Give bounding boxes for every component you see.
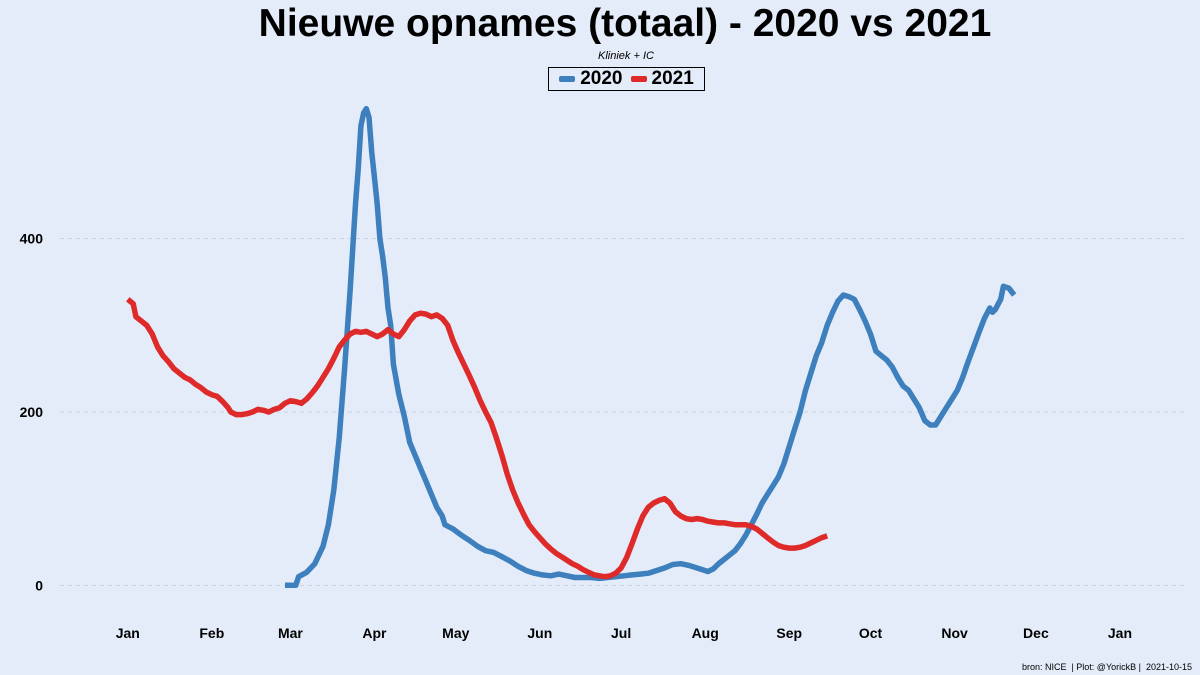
x-tick-label: Jun (527, 625, 552, 641)
x-tick-label: Oct (859, 625, 883, 641)
legend-label-2020: 2020 (580, 68, 623, 89)
y-tick-label: 400 (20, 231, 44, 247)
series-line-2020 (285, 105, 1017, 589)
chart-subtitle: Kliniek + IC (598, 50, 654, 62)
x-tick-label: Jul (611, 625, 631, 641)
y-axis: 0 200 400 (20, 231, 44, 594)
legend-item-2021: 2021 (630, 68, 694, 90)
y-tick-label: 200 (20, 404, 44, 420)
x-tick-label: Mar (278, 625, 303, 641)
series-layer (126, 105, 1017, 589)
x-tick-label: May (442, 625, 469, 641)
x-axis: Jan Feb Mar Apr May Jun Jul Aug Sep Oct Nov Dec Jan (116, 625, 1132, 641)
x-tick-label: Aug (692, 625, 719, 641)
x-tick-label: Jan (116, 625, 140, 641)
series-line-2021 (126, 297, 829, 580)
y-tick-label: 0 (35, 577, 43, 593)
legend-item-2020: 2020 (559, 68, 623, 90)
x-tick-label: Nov (941, 625, 968, 641)
x-tick-label: Jan (1108, 625, 1132, 641)
legend: 2020 2021 (548, 67, 705, 91)
x-tick-label: Dec (1023, 625, 1049, 641)
x-tick-label: Feb (199, 625, 224, 641)
source-caption: bron: NICE | Plot: @YorickB | 2021-10-15 (1021, 662, 1192, 672)
legend-swatch-2020 (559, 76, 576, 82)
legend-swatch-2021 (630, 76, 647, 82)
legend-label-2021: 2021 (651, 68, 694, 89)
chart-title: Nieuwe opnames (totaal) - 2020 vs 2021 (258, 2, 992, 45)
x-tick-label: Apr (362, 625, 387, 641)
x-tick-label: Sep (776, 625, 802, 641)
